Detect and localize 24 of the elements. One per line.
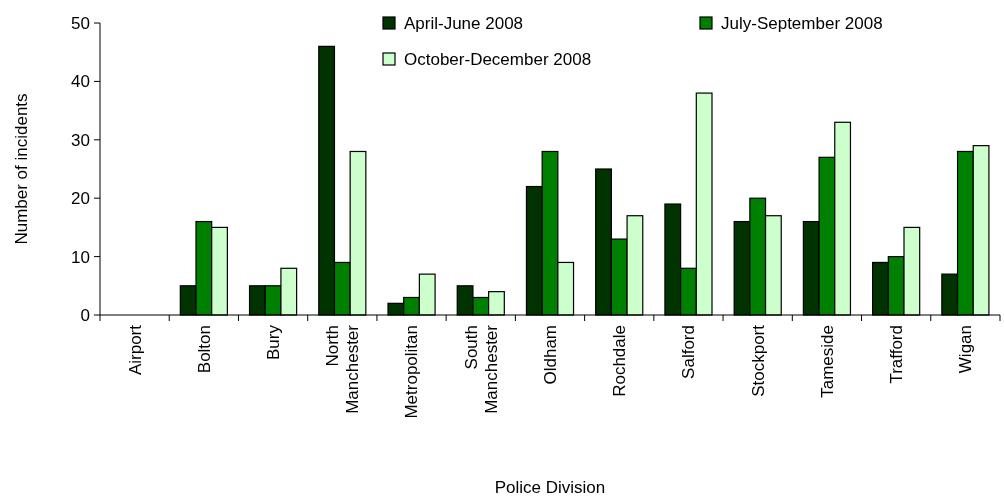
x-tick-label: Salford [679, 325, 699, 379]
x-tick-label: Bolton [194, 325, 214, 374]
x-tick-label: Trafford [887, 325, 907, 384]
x-tick-label: Airport [125, 324, 145, 376]
x-tick-label: Rochdale [610, 325, 630, 397]
x-tick-label: Tameside [817, 325, 837, 398]
y-tick-label: 50 [71, 13, 90, 33]
y-tick-label: 40 [71, 72, 90, 92]
x-tick-label: Oldham [540, 325, 560, 385]
x-tick-label: South Manchester [461, 324, 501, 414]
y-tick-label: 0 [80, 305, 90, 325]
x-tick-label: Metropolitan [402, 325, 422, 419]
x-tick-label: North Manchester [323, 324, 363, 414]
x-tick-label: Wigan [956, 325, 976, 374]
y-axis-title: Number of incidents [12, 93, 31, 245]
x-axis-title: Police Division [494, 478, 606, 497]
legend-label: April-June 2008 [404, 13, 524, 33]
y-tick-label: 30 [71, 130, 90, 150]
y-tick-label: 20 [71, 189, 90, 209]
x-tick-label: Bury [264, 324, 284, 360]
legend-label: October-December 2008 [404, 49, 592, 69]
legend-label: July-September 2008 [721, 13, 883, 33]
x-tick-label: Stockport [748, 324, 768, 397]
y-tick-label: 10 [71, 247, 90, 267]
